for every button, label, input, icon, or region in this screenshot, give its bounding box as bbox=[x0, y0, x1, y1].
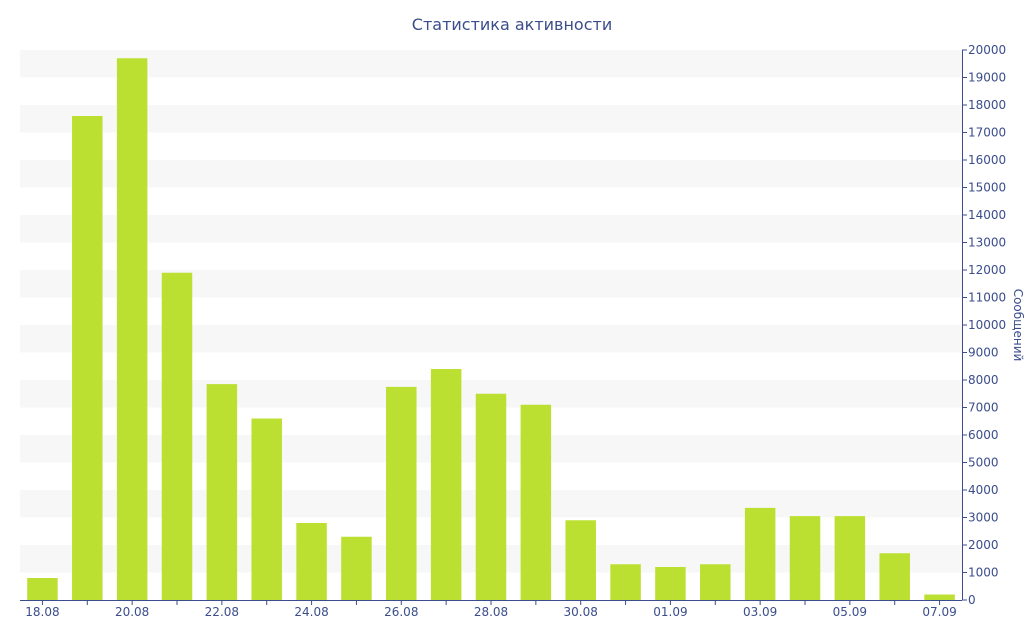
bar-27.08[interactable] bbox=[430, 369, 462, 600]
y-tick-label: 9000 bbox=[968, 346, 999, 360]
y-tick-label: 10000 bbox=[968, 318, 1006, 332]
y-tick-label: 12000 bbox=[968, 263, 1006, 277]
bar-24.08[interactable] bbox=[296, 523, 327, 600]
y-axis-ticks: 0 1000 2000 3000 4000 5000 6000 7000 8000 9000 100… bbox=[962, 43, 1006, 607]
y-tick-label: 20000 bbox=[968, 43, 1006, 57]
y-tick-label: 14000 bbox=[968, 208, 1006, 222]
y-tick-label: 5000 bbox=[968, 456, 999, 470]
y-tick-label: 15000 bbox=[968, 181, 1006, 195]
bar-01.09[interactable] bbox=[655, 567, 686, 600]
bar-07.09[interactable] bbox=[924, 594, 955, 601]
x-tick-label: 18.08 bbox=[25, 605, 59, 619]
y-tick-label: 18000 bbox=[968, 98, 1006, 112]
bar-29.08[interactable] bbox=[520, 404, 552, 600]
y-tick-label: 2000 bbox=[968, 538, 999, 552]
grid-band bbox=[20, 50, 962, 78]
bar-31.08[interactable] bbox=[610, 564, 641, 600]
x-tick-label: 28.08 bbox=[474, 605, 508, 619]
y-tick-label: 11000 bbox=[968, 291, 1006, 305]
y-tick-label: 6000 bbox=[968, 428, 999, 442]
bar-04.09[interactable] bbox=[789, 516, 821, 600]
y-tick-label: 4000 bbox=[968, 483, 999, 497]
y-tick-label: 17000 bbox=[968, 126, 1006, 140]
bar-05.09[interactable] bbox=[834, 516, 866, 600]
y-tick-label: 13000 bbox=[968, 236, 1006, 250]
bar-19.08[interactable] bbox=[72, 116, 103, 600]
bar-26.08[interactable] bbox=[386, 386, 417, 600]
bar-25.08[interactable] bbox=[341, 536, 372, 600]
bar-22.08[interactable] bbox=[206, 384, 238, 600]
x-tick-label: 24.08 bbox=[294, 605, 328, 619]
x-tick-label: 30.08 bbox=[564, 605, 598, 619]
y-tick-label: 0 bbox=[968, 593, 976, 607]
y-tick-label: 7000 bbox=[968, 401, 999, 415]
y-tick-label: 8000 bbox=[968, 373, 999, 387]
bar-03.09[interactable] bbox=[744, 507, 776, 600]
x-tick-label: 22.08 bbox=[205, 605, 239, 619]
x-tick-label: 07.09 bbox=[922, 605, 956, 619]
y-tick-label: 16000 bbox=[968, 153, 1006, 167]
bar-20.08[interactable] bbox=[116, 58, 148, 600]
bar-06.09[interactable] bbox=[879, 553, 910, 600]
bar-02.09[interactable] bbox=[700, 564, 731, 600]
grid-band bbox=[20, 215, 962, 243]
bar-21.08[interactable] bbox=[161, 272, 193, 600]
grid-band bbox=[20, 105, 962, 133]
x-tick-label: 03.09 bbox=[743, 605, 777, 619]
grid-band bbox=[20, 270, 962, 298]
y-tick-label: 3000 bbox=[968, 511, 999, 525]
y-tick-label: 1000 bbox=[968, 566, 999, 580]
y-tick-label: 19000 bbox=[968, 71, 1006, 85]
bar-23.08[interactable] bbox=[251, 418, 282, 601]
y-axis-title: Сообщений bbox=[1011, 289, 1024, 362]
x-tick-label: 26.08 bbox=[384, 605, 418, 619]
bar-series bbox=[27, 58, 955, 600]
bar-28.08[interactable] bbox=[475, 393, 507, 600]
x-tick-label: 20.08 bbox=[115, 605, 149, 619]
bar-30.08[interactable] bbox=[565, 520, 596, 600]
x-axis-ticks: 18.08 20.08 22.08 24.08 26.08 28.08 30.08 01.09… bbox=[25, 600, 957, 619]
grid-band bbox=[20, 160, 962, 188]
chart-title: Статистика активности bbox=[411, 15, 613, 34]
x-tick-label: 01.09 bbox=[653, 605, 687, 619]
x-tick-label: 05.09 bbox=[833, 605, 867, 619]
grid-band bbox=[20, 325, 962, 353]
bar-18.08[interactable] bbox=[27, 578, 58, 600]
